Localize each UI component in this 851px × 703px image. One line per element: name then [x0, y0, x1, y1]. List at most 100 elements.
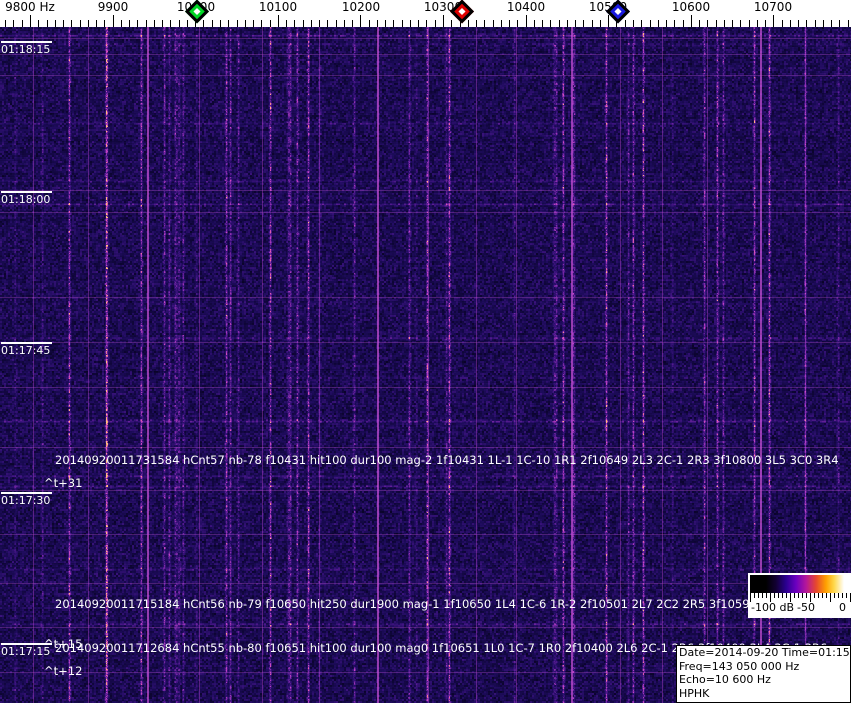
freq-minor-tick [542, 20, 543, 27]
freq-minor-tick [261, 20, 262, 27]
freq-minor-tick [517, 20, 518, 27]
freq-minor-tick [641, 20, 642, 27]
time-row-line [0, 190, 851, 191]
freq-minor-tick [129, 20, 130, 27]
freq-minor-tick [592, 20, 593, 27]
freq-minor-tick [96, 20, 97, 27]
carrier-line [620, 27, 621, 703]
freq-minor-tick [501, 20, 502, 27]
time-row-line [0, 75, 851, 76]
freq-minor-tick [418, 20, 419, 27]
spectrogram-waterfall[interactable]: 01:18:15 01:18:00 01:17:45 01:17:30 01:17:15… [0, 27, 851, 703]
carrier-line [516, 27, 517, 703]
freq-minor-tick [616, 20, 617, 27]
freq-major-tick [526, 15, 527, 27]
freq-minor-tick [344, 20, 345, 27]
freq-minor-tick [187, 20, 188, 27]
freq-minor-tick [740, 20, 741, 27]
time-row-line [0, 672, 851, 673]
time-row-line [0, 297, 851, 298]
colorbar-tick [810, 593, 811, 602]
colorbar-tick [762, 593, 763, 598]
colorbar-tick [842, 593, 843, 598]
freq-minor-tick [270, 20, 271, 27]
freq-minor-tick [765, 20, 766, 27]
freq-minor-tick [757, 20, 758, 27]
freq-minor-tick [237, 20, 238, 27]
carrier-line [199, 27, 200, 703]
freq-minor-tick [683, 20, 684, 27]
colorbar-label-1: -50 [797, 601, 815, 614]
freq-minor-tick [426, 20, 427, 27]
freq-minor-tick [575, 20, 576, 27]
decode-hcnt57-pointer: ^t+31 [44, 476, 83, 490]
carrier-line [377, 27, 379, 703]
freq-minor-tick [815, 20, 816, 27]
carrier-line [428, 27, 429, 703]
freq-minor-tick [327, 20, 328, 27]
colorbar-tick [802, 593, 803, 598]
colorbar-tick [794, 593, 795, 598]
colorbar-tick [774, 593, 775, 598]
time-row-line [0, 342, 851, 343]
time-row-line [0, 212, 851, 213]
carrier-line [476, 27, 477, 703]
freq-minor-tick [13, 20, 14, 27]
freq-minor-tick [550, 20, 551, 27]
carrier-line [662, 27, 663, 703]
colorbar-tick [798, 593, 799, 598]
freq-label-3: 10100 [258, 0, 298, 14]
freq-major-tick [30, 15, 31, 27]
freq-minor-tick [493, 20, 494, 27]
time-row-line [0, 387, 851, 388]
colorbar-tick [830, 593, 831, 602]
freq-minor-tick [104, 20, 105, 27]
freq-minor-tick [633, 20, 634, 27]
colorbar-label-0: -100 dB [751, 601, 794, 614]
frequency-ruler[interactable]: 9800 Hz990010000101001020010300104001050… [0, 0, 851, 27]
freq-minor-tick [170, 20, 171, 27]
freq-minor-tick [80, 20, 81, 27]
freq-major-tick [691, 15, 692, 27]
colorbar-tick [778, 593, 779, 598]
marker-center [193, 7, 201, 16]
freq-minor-tick [47, 20, 48, 27]
colorbar-tick [822, 593, 823, 598]
freq-label-6: 10400 [506, 0, 546, 14]
freq-minor-tick [716, 20, 717, 27]
freq-minor-tick [137, 20, 138, 27]
colorbar-tick [846, 593, 847, 598]
freq-minor-tick [352, 20, 353, 27]
decode-hcnt57: 20140920011731584 hCnt57 nb-78 f10431 hi… [55, 453, 839, 467]
freq-major-tick [773, 15, 774, 27]
time-row-line [0, 583, 851, 584]
colorbar-tick [826, 593, 827, 598]
time-row-line [0, 38, 851, 39]
carrier-line [147, 27, 149, 703]
freq-major-tick [608, 15, 609, 27]
freq-minor-tick [385, 20, 386, 27]
colorbar-tick [754, 593, 755, 598]
freq-minor-tick [146, 20, 147, 27]
freq-minor-tick [121, 20, 122, 27]
time-row-line [0, 534, 851, 535]
time-label-3: 01:17:30 [1, 492, 53, 507]
colorbar-tick [834, 593, 835, 598]
colorbar-tick [838, 593, 839, 598]
colorbar-tick [790, 593, 791, 602]
freq-minor-tick [468, 20, 469, 27]
freq-minor-tick [228, 20, 229, 27]
freq-minor-tick [179, 20, 180, 27]
colorbar-tick [814, 593, 815, 598]
freq-major-tick [113, 15, 114, 27]
freq-minor-tick [154, 20, 155, 27]
colorbar-label-2: 0 [839, 601, 846, 614]
freq-minor-tick [559, 20, 560, 27]
frequency-ticks [0, 14, 851, 27]
freq-minor-tick [71, 20, 72, 27]
carrier-line [805, 27, 806, 703]
freq-minor-tick [22, 20, 23, 27]
freq-minor-tick [303, 20, 304, 27]
freq-minor-tick [724, 20, 725, 27]
